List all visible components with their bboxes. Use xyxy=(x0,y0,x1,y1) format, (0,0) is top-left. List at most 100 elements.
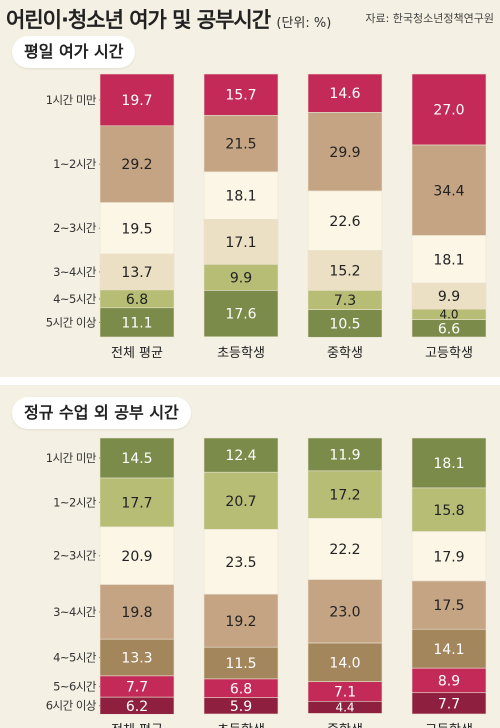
bar-segment xyxy=(203,114,279,173)
data-label: 19.2 xyxy=(225,614,256,630)
bar-segment xyxy=(307,250,383,291)
bar-segment xyxy=(307,112,383,192)
category-label: 전체 평균 xyxy=(111,723,163,728)
data-label: 7.7 xyxy=(126,680,148,696)
legend-label: 4~5시간 xyxy=(53,651,97,665)
bar-segment xyxy=(99,437,175,479)
category-label: 중학생 xyxy=(327,346,363,361)
data-label: 13.3 xyxy=(121,651,152,667)
legend-label: 5~6시간 xyxy=(53,680,97,694)
data-label: 19.7 xyxy=(121,93,152,109)
bar-segment xyxy=(411,580,487,630)
data-label: 18.1 xyxy=(433,252,464,268)
data-label: 15.2 xyxy=(329,264,360,280)
bar-segment xyxy=(99,307,175,338)
data-label: 20.7 xyxy=(225,494,256,510)
data-label: 17.2 xyxy=(329,488,360,504)
category-label: 고등학생 xyxy=(425,346,473,361)
data-label: 8.9 xyxy=(438,674,460,690)
unit-label: (단위: %) xyxy=(276,16,332,31)
bar-segment xyxy=(99,526,175,585)
data-label: 17.1 xyxy=(225,235,256,251)
legend-label: 3~4시간 xyxy=(53,605,97,619)
legend-label: 6시간 이상 xyxy=(46,699,97,713)
data-label: 6.2 xyxy=(126,699,148,715)
bar-segment xyxy=(307,73,383,113)
bar-segment xyxy=(203,697,279,715)
legend-label: 3~4시간 xyxy=(53,265,97,279)
bar-segment xyxy=(411,235,487,284)
bar-segment xyxy=(99,202,175,255)
data-label: 21.5 xyxy=(225,137,256,153)
data-label: 7.3 xyxy=(334,293,356,309)
bar-segment xyxy=(203,646,279,680)
data-label: 11.1 xyxy=(121,315,152,331)
legend-label: 2~3시간 xyxy=(53,549,97,563)
category-label: 초등학생 xyxy=(217,723,265,728)
chart-1-title: 평일 여가 시간 xyxy=(12,36,136,68)
main-title: 어린이·청소년 여가 및 공부시간 (단위: %) xyxy=(6,4,331,34)
data-label: 23.0 xyxy=(329,604,360,620)
data-label: 9.9 xyxy=(230,270,252,286)
bar-segment xyxy=(203,593,279,648)
legend-label: 1시간 미만 xyxy=(46,451,97,465)
bar-segment xyxy=(203,264,279,291)
chart-1-leisure-time: 1시간 미만 1~2시간 2~3시간 3~4시간 4~5시간 5시간 이상 19.7 29.2… xyxy=(46,73,487,361)
data-label: 13.7 xyxy=(121,265,152,281)
data-label: 14.5 xyxy=(121,451,152,467)
bar-segment xyxy=(203,219,279,265)
bar-segment xyxy=(99,73,175,127)
data-label: 7.1 xyxy=(334,685,356,701)
data-label: 6.6 xyxy=(438,321,460,337)
bar-segment xyxy=(411,319,487,338)
bar-segment xyxy=(411,692,487,715)
legend-label: 1~2시간 xyxy=(53,495,97,509)
data-label: 14.1 xyxy=(433,642,464,658)
category-label: 초등학생 xyxy=(217,346,265,361)
data-label: 29.2 xyxy=(121,157,152,173)
data-label: 19.5 xyxy=(121,221,152,237)
data-label: 5.9 xyxy=(230,699,252,715)
bar-segment xyxy=(203,471,279,530)
bar-segment xyxy=(411,437,487,489)
bar-segment xyxy=(99,125,175,203)
bar-segment xyxy=(411,487,487,532)
data-label: 19.8 xyxy=(121,605,152,621)
bar-segment xyxy=(307,642,383,683)
bar-segment xyxy=(203,73,279,116)
bar-segment xyxy=(99,638,175,677)
bar-segment xyxy=(307,437,383,472)
bar-segment xyxy=(307,470,383,519)
source-label: 자료: 한국청소년정책연구원 xyxy=(365,12,494,25)
data-label: 10.5 xyxy=(329,316,360,332)
data-label: 15.8 xyxy=(433,503,464,519)
data-label: 20.9 xyxy=(121,549,152,565)
data-label: 22.6 xyxy=(329,214,360,230)
data-label: 17.7 xyxy=(121,495,152,511)
section-divider xyxy=(0,377,500,385)
data-label: 11.9 xyxy=(329,447,360,463)
bar-segment xyxy=(307,579,383,644)
data-label: 4.4 xyxy=(335,701,354,715)
data-label: 9.9 xyxy=(438,289,460,305)
chart-2-study-time: 1시간 미만 1~2시간 2~3시간 3~4시간 4~5시간 5~6시간 6시간 이상 14.… xyxy=(46,437,487,728)
data-label: 17.9 xyxy=(433,549,464,565)
data-label: 27.0 xyxy=(433,103,464,119)
data-label: 23.5 xyxy=(225,555,256,571)
bar-segment xyxy=(411,144,487,236)
bar-segment xyxy=(203,529,279,595)
data-label: 7.7 xyxy=(438,696,460,712)
data-label: 22.2 xyxy=(329,542,360,558)
data-label: 4.0 xyxy=(439,308,458,322)
legend-label: 1시간 미만 xyxy=(46,93,97,107)
bar-segment xyxy=(203,290,279,338)
data-label: 11.5 xyxy=(225,656,256,672)
legend-label: 5시간 이상 xyxy=(46,315,97,329)
category-label: 고등학생 xyxy=(425,723,473,728)
data-label: 14.0 xyxy=(329,655,360,671)
data-label: 18.1 xyxy=(225,189,256,205)
bar-segment xyxy=(203,171,279,220)
bar-segment xyxy=(307,190,383,251)
data-label: 17.5 xyxy=(433,598,464,614)
